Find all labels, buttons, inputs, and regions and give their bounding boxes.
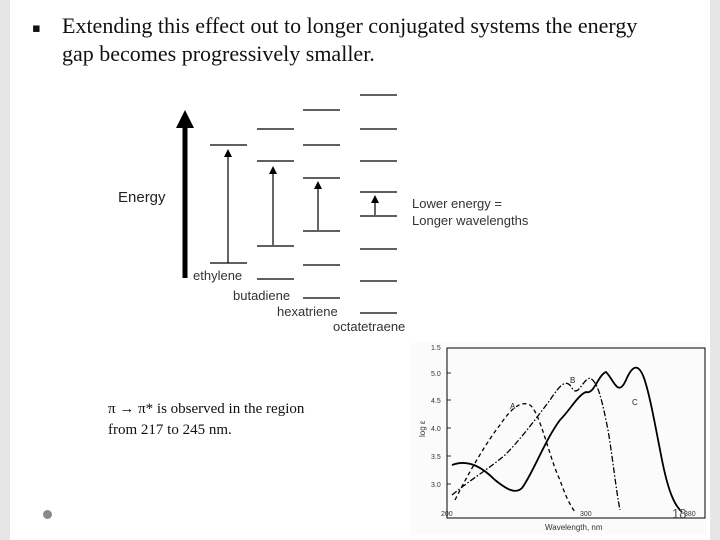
label-ethylene: ethylene: [193, 268, 243, 283]
label-octatetraene: octatetraene: [333, 319, 406, 334]
uv-spectrum-figure: [410, 343, 706, 535]
pi-transition-note: π → π* is observed in the region from 21…: [108, 399, 304, 441]
pi-transition-line2: from 217 to 245 nm.: [108, 422, 232, 438]
lower-energy-note: Lower energy = Longer wavelengths: [412, 195, 528, 229]
bullet-mark: ▪: [32, 21, 41, 36]
bullet-point: ▪ Extending this effect out to longer co…: [32, 12, 672, 68]
page-number: 18: [672, 506, 687, 521]
lower-energy-note-line2: Longer wavelengths: [412, 213, 529, 228]
bullet-text: Extending this effect out to longer conj…: [62, 13, 638, 66]
label-hexatriene: hexatriene: [277, 304, 338, 319]
lower-energy-note-line1: Lower energy =: [412, 196, 502, 211]
label-butadiene: butadiene: [233, 288, 291, 303]
pi-transition-line1: π → π* is observed in the region: [108, 401, 305, 417]
footer-dot: [43, 510, 52, 519]
energy-label: Energy: [118, 189, 166, 206]
